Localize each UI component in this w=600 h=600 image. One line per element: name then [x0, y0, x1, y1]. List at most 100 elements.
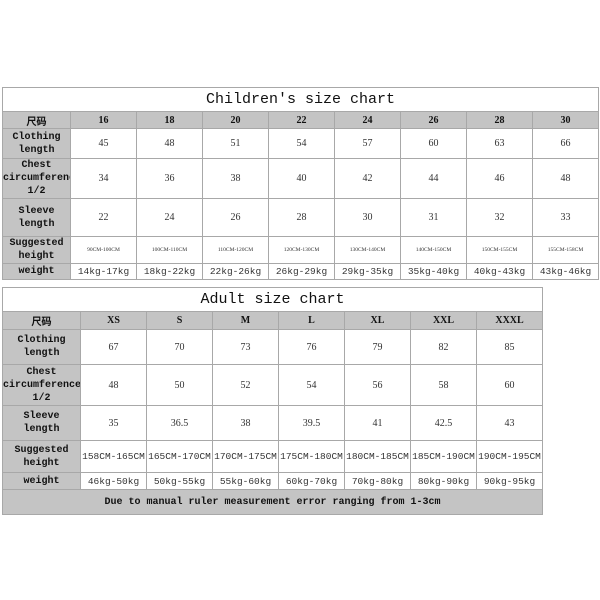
value-cell: 60	[475, 364, 544, 406]
value-cell: 36	[136, 158, 203, 199]
value-cell: 85	[475, 329, 544, 365]
row-label: Clothing length	[2, 128, 71, 159]
value-cell: 48	[531, 158, 600, 199]
value-cell: 54	[268, 128, 335, 159]
row-label: Suggested height	[2, 440, 81, 473]
value-cell: 38	[212, 405, 279, 441]
value-cell: 30	[334, 198, 401, 237]
value-cell: 100CM-110CM	[136, 236, 203, 264]
size-header-cell: S	[146, 311, 213, 330]
value-cell: 48	[80, 364, 147, 406]
value-cell: 70	[146, 329, 213, 365]
value-cell: 150CM-155CM	[466, 236, 533, 264]
row-sleeve: Sleeve length 35 36.5 38 39.5 41 42.5 43	[2, 405, 544, 441]
value-cell: 43	[475, 405, 544, 441]
value-cell: 55kg-60kg	[212, 472, 279, 490]
size-header-cell: M	[212, 311, 279, 330]
value-cell: 73	[212, 329, 279, 365]
value-cell: 22	[70, 198, 137, 237]
value-cell: 60	[400, 128, 467, 159]
size-header-cell: XXXL	[475, 311, 544, 330]
value-cell: 79	[344, 329, 411, 365]
row-size: 尺码 16 18 20 22 24 26 28 30	[2, 111, 600, 129]
value-cell: 42	[334, 158, 401, 199]
size-header-cell: 16	[70, 111, 137, 129]
value-cell: 45	[70, 128, 137, 159]
value-cell: 66	[531, 128, 600, 159]
value-cell: 155CM-158CM	[531, 236, 600, 264]
value-cell: 22kg-26kg	[202, 263, 269, 280]
value-cell: 90CM-100CM	[70, 236, 137, 264]
size-header-cell: XL	[344, 311, 411, 330]
value-cell: 18kg-22kg	[136, 263, 203, 280]
size-header-cell: XXL	[410, 311, 477, 330]
value-cell: 29kg-35kg	[334, 263, 401, 280]
value-cell: 82	[410, 329, 477, 365]
value-cell: 35kg-40kg	[400, 263, 467, 280]
size-header-cell: L	[278, 311, 345, 330]
row-weight: weight 14kg-17kg 18kg-22kg 22kg-26kg 26kg-29…	[2, 263, 600, 280]
title-row: Children's size chart	[1, 87, 600, 112]
row-clothing-length: Clothing length 45 48 51 54 57 60 63 66	[2, 128, 600, 159]
value-cell: 24	[136, 198, 203, 237]
value-cell: 54	[278, 364, 345, 406]
size-header-cell: 20	[202, 111, 269, 129]
note-row: Due to manual ruler measurement error ra…	[1, 489, 544, 515]
row-label: Chest circumference 1/2	[2, 158, 71, 199]
row-height: Suggested height 90CM-100CM 100CM-110CM 110…	[2, 236, 600, 264]
row-height: Suggested height 158CM-165CM 165CM-170CM 17…	[2, 440, 544, 473]
table-title: Children's size chart	[1, 87, 600, 112]
value-cell: 44	[400, 158, 467, 199]
value-cell: 40kg-43kg	[466, 263, 533, 280]
row-label: Sleeve length	[2, 405, 81, 441]
value-cell: 63	[466, 128, 533, 159]
value-cell: 90kg-95kg	[475, 472, 544, 490]
size-header-cell: 26	[400, 111, 467, 129]
adult-size-table: Adult size chart 尺码 XS S M L XL XXL XXXL Clothing…	[1, 287, 544, 515]
row-label: Chest circumference 1/2	[2, 364, 81, 406]
value-cell: 80kg-90kg	[410, 472, 477, 490]
value-cell: 14kg-17kg	[70, 263, 137, 280]
value-cell: 56	[344, 364, 411, 406]
value-cell: 39.5	[278, 405, 345, 441]
value-cell: 26	[202, 198, 269, 237]
value-cell: 185CM-190CM	[410, 440, 477, 473]
value-cell: 34	[70, 158, 137, 199]
size-header-cell: 28	[466, 111, 533, 129]
value-cell: 36.5	[146, 405, 213, 441]
value-cell: 35	[80, 405, 147, 441]
row-clothing-length: Clothing length 67 70 73 76 79 82 85	[2, 329, 544, 365]
value-cell: 46kg-50kg	[80, 472, 147, 490]
value-cell: 31	[400, 198, 467, 237]
size-header-cell: 24	[334, 111, 401, 129]
value-cell: 120CM-130CM	[268, 236, 335, 264]
size-header-cell: 22	[268, 111, 335, 129]
value-cell: 140CM-150CM	[400, 236, 467, 264]
table-title: Adult size chart	[1, 287, 544, 312]
value-cell: 165CM-170CM	[146, 440, 213, 473]
value-cell: 48	[136, 128, 203, 159]
value-cell: 130CM-140CM	[334, 236, 401, 264]
value-cell: 60kg-70kg	[278, 472, 345, 490]
row-label: weight	[2, 472, 81, 490]
row-label: Suggested height	[2, 236, 71, 264]
value-cell: 76	[278, 329, 345, 365]
row-weight: weight 46kg-50kg 50kg-55kg 55kg-60kg 60kg-70…	[2, 472, 544, 490]
value-cell: 38	[202, 158, 269, 199]
value-cell: 43kg-46kg	[531, 263, 600, 280]
value-cell: 46	[466, 158, 533, 199]
value-cell: 28	[268, 198, 335, 237]
value-cell: 70kg-80kg	[344, 472, 411, 490]
value-cell: 110CM-120CM	[202, 236, 269, 264]
title-row: Adult size chart	[1, 287, 544, 312]
value-cell: 58	[410, 364, 477, 406]
value-cell: 67	[80, 329, 147, 365]
value-cell: 26kg-29kg	[268, 263, 335, 280]
value-cell: 180CM-185CM	[344, 440, 411, 473]
value-cell: 50	[146, 364, 213, 406]
children-size-table: Children's size chart 尺码 16 18 20 22 24 26 28 30 C…	[1, 87, 600, 280]
value-cell: 170CM-175CM	[212, 440, 279, 473]
row-sleeve: Sleeve length 22 24 26 28 30 31 32 33	[2, 198, 600, 237]
size-header-cell: XS	[80, 311, 147, 330]
value-cell: 41	[344, 405, 411, 441]
